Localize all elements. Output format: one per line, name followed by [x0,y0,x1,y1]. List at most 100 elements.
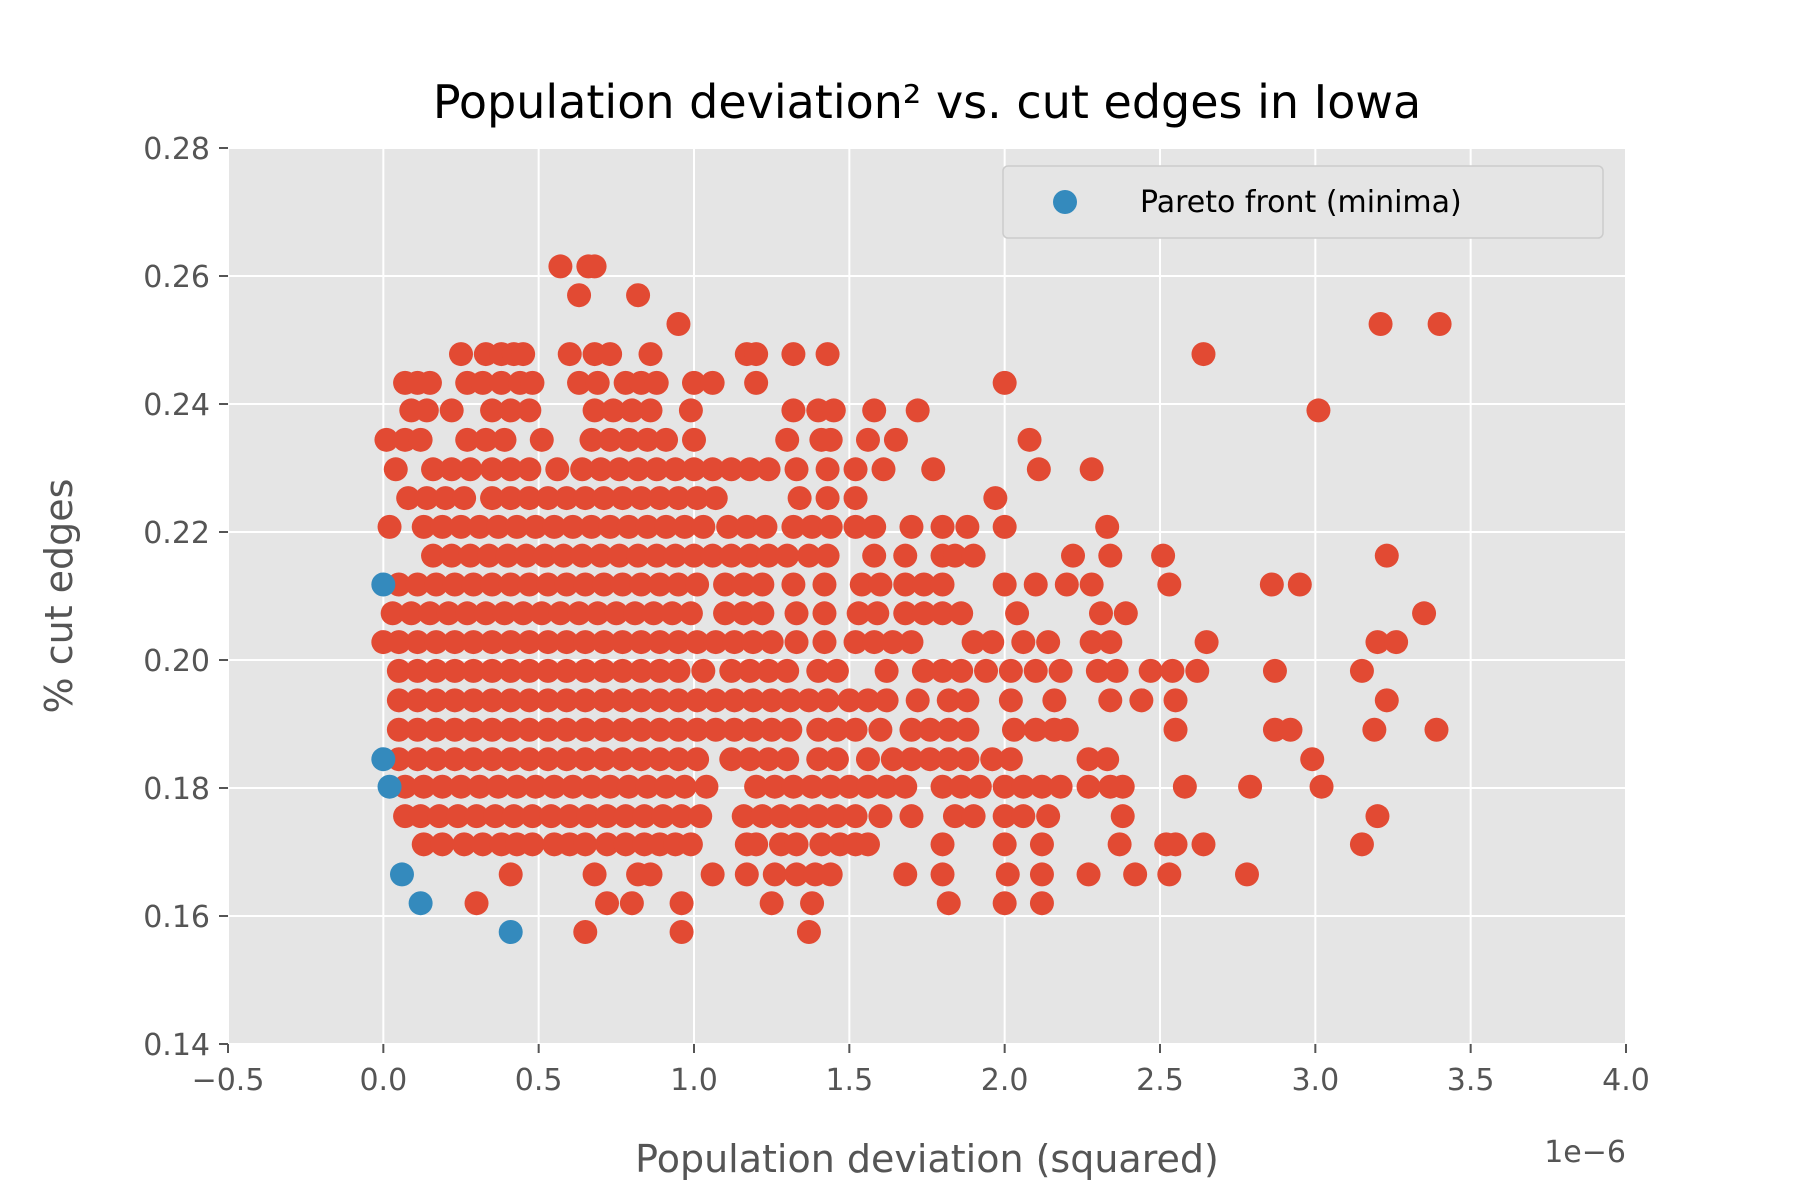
plan-point [893,543,918,568]
plan-point [473,427,498,452]
plan-point [722,688,747,713]
plan-point [666,747,691,772]
plan-point [386,717,411,742]
plan-point [573,486,598,511]
plan-point [992,370,1017,395]
plan-point [930,514,955,539]
plan-point [535,688,560,713]
plan-point [424,717,449,742]
plan-point [1079,630,1104,655]
plan-point [669,920,694,944]
plan-point [1054,572,1079,597]
plan-point [759,630,784,655]
plan-point [585,601,610,626]
plan-point [669,804,694,829]
plan-point [480,747,505,772]
x-tick-label: 3.0 [1291,1063,1339,1098]
plan-point [781,774,806,799]
plan-point [582,254,607,279]
plan-point [470,832,495,857]
plan-point [849,572,874,597]
plan-point [694,774,719,799]
plan-point [930,658,955,683]
plan-point [874,658,899,683]
x-tick-label: −0.5 [192,1063,265,1098]
plan-point [998,658,1023,683]
plan-point [1098,543,1123,568]
plan-point [647,747,672,772]
plan-point [781,342,806,367]
pareto-point [498,920,523,944]
plan-point [874,688,899,713]
plan-point [480,572,505,597]
plan-point [498,717,523,742]
plan-point [685,486,710,511]
plan-point [800,891,825,916]
plan-point [741,630,766,655]
plan-point [442,630,467,655]
plan-point [784,862,809,887]
plan-point [610,747,635,772]
plan-point [529,427,554,452]
plan-point [517,630,542,655]
plan-point [843,486,868,511]
plan-point [616,427,641,452]
plan-point [992,891,1017,916]
plan-point [905,688,930,713]
plan-point [405,630,430,655]
plan-point [1238,774,1263,799]
plan-point [955,717,980,742]
plan-point [722,630,747,655]
plan-point [424,747,449,772]
plan-point [635,774,660,799]
plan-point [635,427,660,452]
plan-point [899,514,924,539]
plan-point [685,630,710,655]
plan-point [619,398,644,423]
plan-point [514,543,539,568]
plan-point [918,717,943,742]
plan-point [654,514,679,539]
plan-point [666,486,691,511]
plan-point [815,342,840,367]
plan-point [1262,658,1287,683]
plan-point [647,688,672,713]
plan-point [1079,457,1104,482]
plan-point [498,688,523,713]
plan-point [461,572,486,597]
plan-point [610,717,635,742]
plan-point [442,572,467,597]
plan-point [480,630,505,655]
plan-point [610,486,635,511]
plan-point [629,688,654,713]
plan-point [399,601,424,626]
plan-point [1110,804,1135,829]
plan-point [719,543,744,568]
plan-point [995,862,1020,887]
plan-point [666,630,691,655]
plan-point [775,747,800,772]
plan-point [1011,630,1036,655]
plan-point [626,457,651,482]
plan-point [495,543,520,568]
plan-point [862,630,887,655]
plan-point [585,370,610,395]
plan-point [523,774,548,799]
plan-point [641,601,666,626]
plan-point [672,514,697,539]
plan-point [843,514,868,539]
plan-point [983,486,1008,511]
plan-point [741,688,766,713]
plan-point [396,486,421,511]
plan-point [806,804,831,829]
plan-point [588,543,613,568]
plan-point [930,601,955,626]
plan-point [672,774,697,799]
plan-point [744,370,769,395]
plan-point [1085,658,1110,683]
plan-point [417,601,442,626]
x-tick-label: 1.5 [825,1063,873,1098]
plan-point [439,457,464,482]
plan-point [893,601,918,626]
